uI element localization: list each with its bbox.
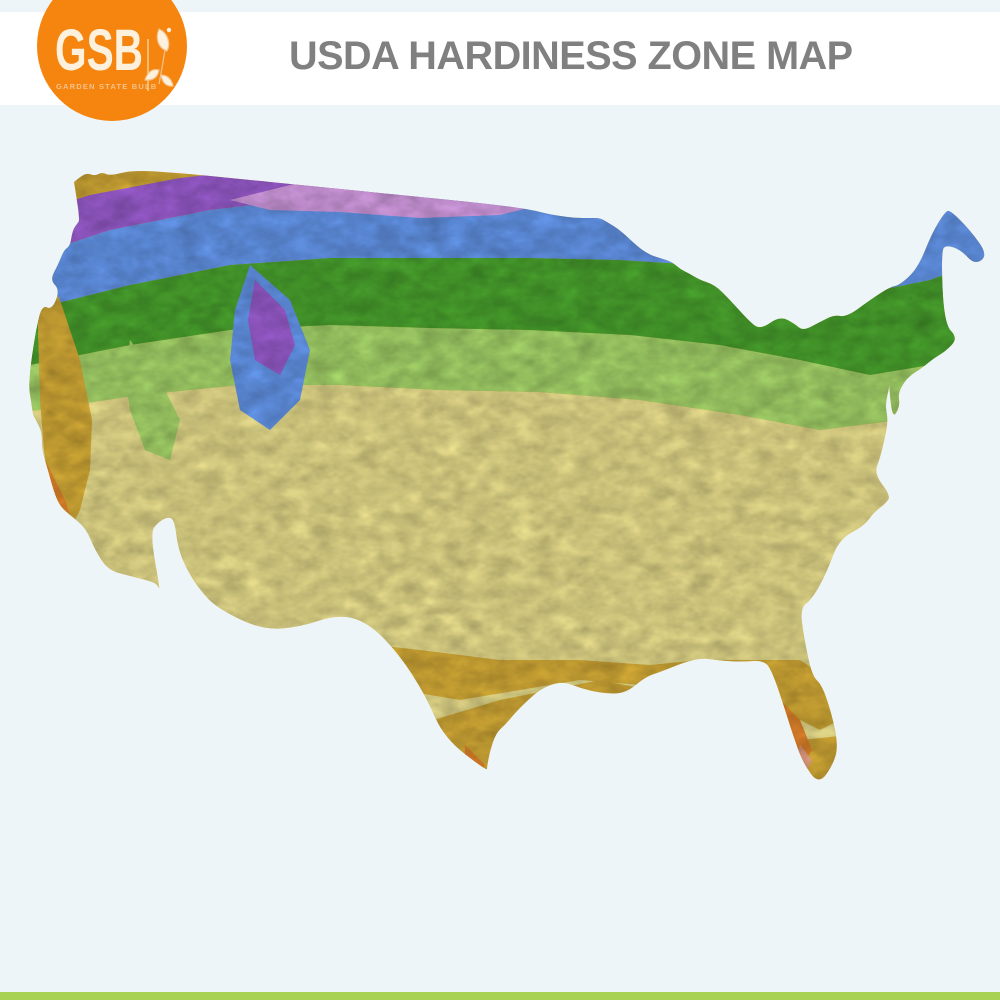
svg-text:GARDEN STATE BULB: GARDEN STATE BULB — [56, 82, 157, 91]
svg-text:GSB: GSB — [55, 18, 143, 83]
